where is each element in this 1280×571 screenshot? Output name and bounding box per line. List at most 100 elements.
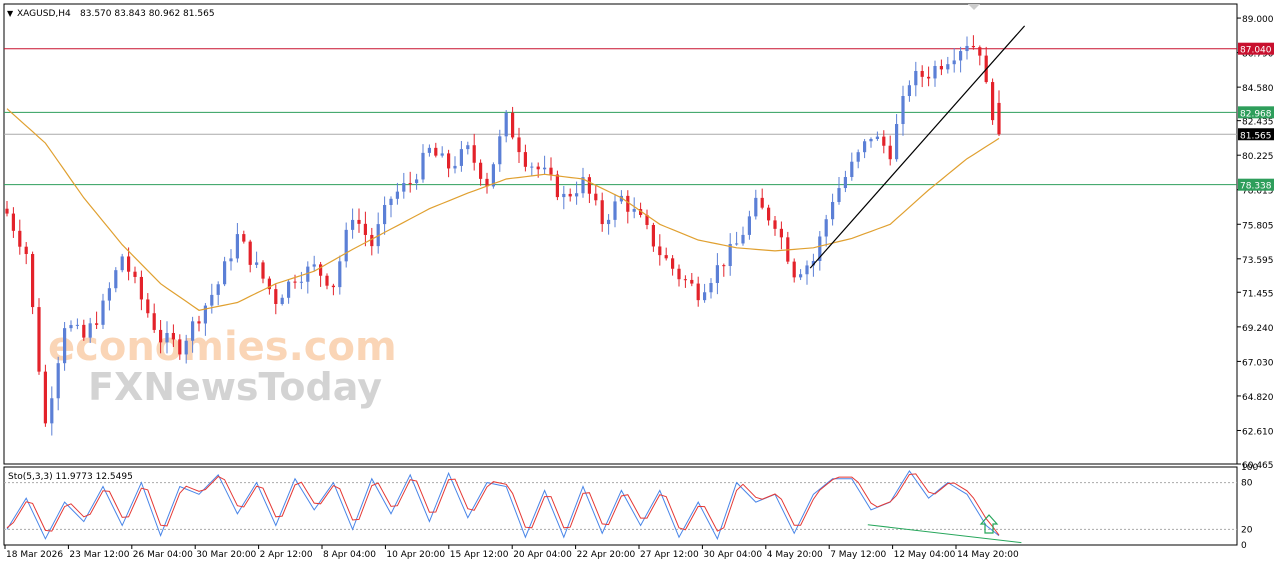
candle (82, 319, 86, 341)
candle-body (831, 201, 835, 220)
candle-body (920, 70, 924, 77)
candle-body (511, 112, 515, 138)
y-tick-label: 84.580 (1242, 84, 1274, 94)
candle (351, 208, 355, 239)
candle-body (779, 228, 783, 238)
candle (555, 170, 559, 201)
candle-body (421, 152, 425, 180)
candle-body (107, 288, 111, 301)
candle (690, 272, 694, 287)
candle-body (773, 220, 777, 229)
candle-body (383, 204, 387, 225)
resistance-price-label: 87.040 (1240, 46, 1272, 56)
stochastic-main-line (6, 469, 1000, 541)
candle-body (88, 323, 92, 338)
candle-body (600, 200, 604, 225)
candle (261, 260, 265, 284)
candle-body (959, 51, 963, 61)
candle-body (882, 136, 886, 146)
candle (5, 201, 9, 217)
candle (856, 149, 860, 169)
candle-body (453, 165, 457, 169)
candle-body (402, 183, 406, 192)
candle (549, 157, 553, 181)
candle-body (677, 268, 681, 280)
candle-body (197, 321, 201, 324)
candle-body (267, 278, 271, 290)
candle-body (203, 305, 207, 324)
candle-body (639, 209, 643, 215)
chart-header: ▼ XAGUSD,H4 83.570 83.843 80.962 81.565 (7, 9, 215, 19)
candle-body (619, 195, 623, 202)
candle (376, 212, 380, 254)
candles (5, 35, 1001, 436)
candle (850, 152, 854, 181)
x-tick-label: 2 Apr 12:00 (260, 550, 313, 560)
candle-body (581, 177, 585, 194)
candle (107, 282, 111, 311)
candle (171, 324, 175, 348)
candle (63, 321, 67, 371)
y-tick-label: 64.820 (1242, 393, 1274, 403)
candle (152, 303, 156, 333)
candle (229, 249, 233, 271)
candle-body (146, 299, 150, 314)
candle (914, 61, 918, 97)
candle-body (562, 193, 566, 198)
candle-body (434, 147, 438, 156)
candle (517, 127, 521, 163)
candle (754, 189, 758, 220)
candle-body (971, 45, 975, 48)
candle (338, 255, 342, 295)
candle (325, 273, 329, 290)
candle-body (613, 201, 617, 220)
candle (408, 171, 412, 193)
candle-body (56, 363, 60, 399)
candle-body (293, 281, 297, 283)
candle-body (75, 324, 79, 326)
candle-body (82, 324, 86, 338)
candle (255, 251, 259, 269)
candle (24, 242, 28, 265)
candle-body (658, 246, 662, 256)
candle (43, 364, 47, 427)
candle (440, 146, 444, 158)
y-tick-label: 75.805 (1242, 221, 1274, 231)
candle (504, 110, 508, 143)
candle-body (632, 209, 636, 212)
candle-body (575, 193, 579, 197)
candle (927, 66, 931, 87)
x-tick-label: 14 May 20:00 (957, 550, 1019, 560)
stochastic-y-label: 100 (1241, 463, 1258, 473)
candle-body (127, 256, 131, 272)
candle (581, 167, 585, 198)
candle-body (568, 193, 572, 197)
x-tick-label: 30 Apr 04:00 (703, 550, 762, 560)
candle (626, 190, 630, 224)
candle (344, 222, 348, 268)
candle (562, 185, 566, 210)
candle-body (408, 183, 412, 185)
candle-body (735, 243, 739, 245)
candle-body (991, 82, 995, 121)
candle (677, 264, 681, 287)
candle-body (978, 47, 982, 56)
candle-body (274, 289, 278, 304)
candle (421, 144, 425, 183)
candle (216, 281, 220, 306)
candle-body (210, 294, 214, 306)
candle (427, 144, 431, 157)
candle-body (280, 297, 284, 304)
candle-body (120, 256, 124, 271)
candle-body (472, 145, 476, 163)
candle (357, 208, 361, 233)
moving-average-line (6, 108, 1000, 311)
x-tick-label: 7 May 12:00 (830, 550, 886, 560)
candle-body (18, 230, 22, 247)
resistance-price-box: 87.040 (1238, 42, 1274, 56)
candle-body (338, 261, 342, 288)
candle-body (351, 219, 355, 230)
candle (971, 35, 975, 50)
candle (843, 170, 847, 193)
